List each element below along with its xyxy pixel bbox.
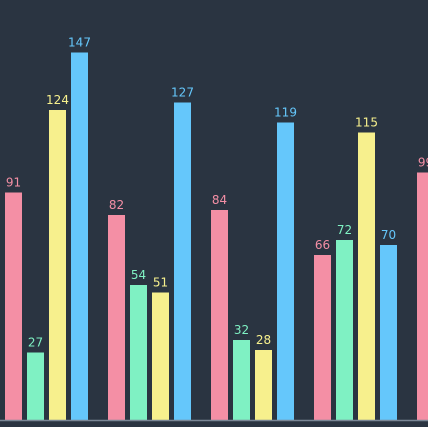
bar-series3-group2 bbox=[152, 292, 169, 420]
bar-series1-group2 bbox=[108, 215, 125, 420]
data-label-series4-group2: 127 bbox=[171, 86, 194, 100]
bars-layer bbox=[5, 52, 428, 420]
bar-series4-group2 bbox=[174, 102, 191, 420]
data-label-series4-group4: 70 bbox=[381, 228, 396, 242]
bar-series1-group3 bbox=[211, 210, 228, 420]
data-label-series3-group4: 115 bbox=[355, 116, 378, 130]
data-label-series3-group1: 124 bbox=[46, 93, 69, 107]
data-label-series1-group5: 99 bbox=[418, 156, 428, 170]
data-label-series3-group3: 28 bbox=[256, 333, 271, 347]
data-label-series3-group2: 51 bbox=[153, 276, 168, 290]
bar-series1-group4 bbox=[314, 255, 331, 420]
data-label-series1-group1: 91 bbox=[6, 176, 21, 190]
data-label-series2-group4: 72 bbox=[337, 223, 352, 237]
bar-series2-group2 bbox=[130, 285, 147, 420]
bar-series4-group1 bbox=[71, 52, 88, 420]
bar-series1-group1 bbox=[5, 192, 22, 420]
data-label-series2-group2: 54 bbox=[131, 268, 146, 282]
bar-series2-group4 bbox=[336, 240, 353, 420]
bar-series3-group4 bbox=[358, 132, 375, 420]
bar-series4-group4 bbox=[380, 245, 397, 420]
bar-series2-group3 bbox=[233, 340, 250, 420]
bar-series3-group1 bbox=[49, 110, 66, 420]
data-label-series4-group3: 119 bbox=[274, 106, 297, 120]
bar-series1-group5 bbox=[417, 172, 428, 420]
data-label-series1-group2: 82 bbox=[109, 198, 124, 212]
data-label-series2-group3: 32 bbox=[234, 323, 249, 337]
bar-series4-group3 bbox=[277, 122, 294, 420]
data-label-series2-group1: 27 bbox=[28, 336, 43, 350]
bar-series2-group1 bbox=[27, 352, 44, 420]
data-labels-layer: 91 82 84 66 99 27 54 32 72 124 51 28 115 147 127 119 70 bbox=[6, 36, 428, 350]
bar-series3-group3 bbox=[255, 350, 272, 420]
data-label-series4-group1: 147 bbox=[68, 36, 91, 50]
data-label-series1-group4: 66 bbox=[315, 238, 330, 252]
data-label-series1-group3: 84 bbox=[212, 193, 227, 207]
